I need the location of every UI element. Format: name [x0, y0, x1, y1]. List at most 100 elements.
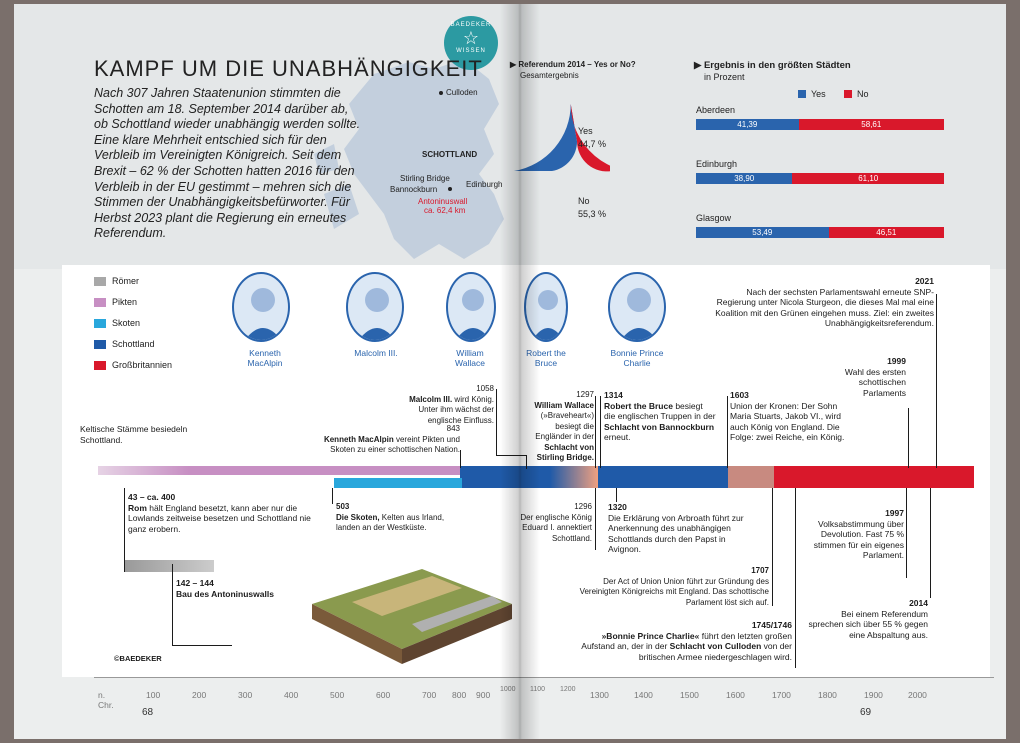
event-1058: 1058 Malcolm III. wird König. Unter ihm w…: [390, 384, 494, 426]
event-text: von der britischen Armee niedergeschlage…: [638, 641, 792, 662]
intro-text: Nach 307 Jahren Staatenunion stimmten di…: [94, 86, 361, 241]
leader-line: [496, 455, 526, 456]
event-bold: Rom: [128, 502, 147, 513]
axis-tick: 1300: [590, 690, 609, 700]
leader-line: [124, 488, 125, 572]
axis-tick: 1600: [726, 690, 745, 700]
axis-tick: 1800: [818, 690, 837, 700]
legend-item-schottland: Schottland: [94, 339, 172, 349]
event-text: vereint Pikten und Skoten zu einer schot…: [330, 434, 460, 455]
event-text: Der Act of Union Union führt zur Gründun…: [579, 576, 769, 607]
leader-line: [460, 450, 461, 468]
event-text: Union der Kronen: Der Sohn Maria Stuarts…: [730, 400, 845, 443]
axis-tick: 200: [192, 690, 207, 700]
event-text: führt den letzten großen Aufstand an, de…: [581, 630, 792, 652]
event-bold: Schlacht von Stirling Bridge.: [536, 442, 594, 463]
event-year: 1058: [476, 384, 494, 393]
event-1997: 1997 Volksabstimmung über Devolution. Fas…: [800, 508, 904, 561]
portrait-icon: [244, 288, 282, 340]
event-43: 43 – ca. 400 Rom hält England besetzt, ka…: [128, 492, 318, 534]
no-bar: 46,51: [828, 227, 944, 238]
cities-subtitle: in Prozent: [704, 72, 745, 82]
legend-swatch: [94, 297, 106, 307]
event-bold: Malcolm III.: [409, 394, 453, 404]
legend-swatch: [94, 276, 106, 286]
event-1707: 1707 Der Act of Union Union führt zur Grü…: [574, 566, 769, 608]
portrait-malcolm: [346, 272, 404, 342]
portrait-name: Malcolm III.: [354, 348, 398, 358]
axis-tick: 1400: [634, 690, 653, 700]
event-year: 1297: [576, 390, 594, 399]
baedeker-wissen-badge: BAEDEKER ☆ WISSEN: [444, 16, 498, 70]
leader-line: [936, 294, 937, 468]
segment-transition: [550, 466, 598, 488]
no-bar: 58,61: [798, 119, 944, 130]
leader-line: [332, 488, 333, 504]
event-year: 2014: [909, 598, 928, 608]
play-icon: ▶: [694, 60, 704, 71]
axis-tick: 500: [330, 690, 345, 700]
no-legend-label: No: [857, 89, 869, 99]
axis-tick: 400: [284, 690, 299, 700]
event-text: Bei einem Referendum sprechen sich über …: [808, 608, 928, 640]
portrait-name: William Wallace: [455, 348, 485, 368]
event-142: 142 – 144 Bau des Antoninuswalls: [176, 578, 296, 599]
leader-line: [906, 488, 907, 578]
event-bold: »Bonnie Prince Charlie«: [601, 630, 700, 641]
map-label-culloden: Culloden: [446, 88, 478, 97]
yes-label: Yes: [578, 126, 593, 136]
portrait-william-wallace: [446, 272, 496, 342]
axis-tick: 1700: [772, 690, 791, 700]
badge-top-text: BAEDEKER: [450, 22, 492, 28]
event-bold: Robert the Bruce: [604, 400, 673, 411]
event-year: 1997: [885, 508, 904, 518]
axis-tick: 800: [452, 690, 467, 700]
page-title: KAMPF UM DIE UNABHÄNGIGKEIT: [94, 56, 483, 81]
event-year: 1603: [730, 390, 749, 400]
map-label-schottland: SCHOTTLAND: [422, 150, 478, 159]
legend-swatch: [94, 360, 106, 370]
event-bold: Die Skoten,: [336, 512, 380, 522]
event-year: 1707: [751, 566, 769, 575]
leader-line: [727, 396, 728, 468]
map-label-antonine: Antoninuswall: [418, 197, 468, 206]
legend-label: Skoten: [112, 318, 141, 328]
legend-label: Schottland: [112, 339, 155, 349]
segment-skoten: [334, 478, 462, 488]
antonine-wall-illustration: [312, 569, 512, 664]
referendum-title-text: Referendum 2014 – Yes or No?: [518, 60, 636, 69]
city-bar-edinburgh: 38,90 61,10: [696, 173, 944, 184]
map-label-antonine-length: ca. 62,4 km: [424, 206, 466, 215]
segment-schottland-early: [460, 466, 550, 488]
legend-label: Pikten: [112, 297, 138, 307]
event-year: 2021: [915, 276, 934, 286]
cities-title: ▶ Ergebnis in den größten Städten: [694, 60, 851, 71]
portrait-name: Bonnie Prince Charlie: [610, 348, 664, 368]
pie-slice-yes: [514, 103, 578, 171]
top-band: [14, 4, 1006, 269]
legend-item-grossbritannien: Großbritannien: [94, 360, 172, 370]
event-text: Der englische König Eduard I. annektiert…: [520, 512, 592, 543]
legend-swatch: [94, 339, 106, 349]
book-gutter: [500, 4, 540, 739]
segment-roemer: [124, 560, 214, 572]
legend-swatch: [94, 318, 106, 328]
event-1320: 1320 Die Erklärung von Arbroath führt zur…: [608, 502, 758, 555]
scotland-map: [314, 59, 504, 259]
axis-tick: 2000: [908, 690, 927, 700]
leader-line: [496, 389, 497, 455]
event-year: 43 – ca. 400: [128, 492, 176, 502]
leader-line: [172, 645, 232, 646]
city-name-aberdeen: Aberdeen: [696, 105, 736, 115]
event-text: Nach der sechsten Parlamentswahl erneute…: [715, 286, 934, 329]
event-text: hält England besetzt, kann aber nur die …: [128, 502, 311, 534]
star-icon: ☆: [462, 28, 480, 48]
axis-line: [94, 677, 994, 678]
axis-tick: 100: [146, 690, 161, 700]
referendum-subtitle: Gesamtergebnis: [520, 71, 579, 80]
culloden-dot: [439, 91, 443, 95]
cities-title-text: Ergebnis in den größten Städten: [703, 60, 851, 71]
event-1999: 1999 Wahl des ersten schottischen Parlame…: [832, 356, 906, 398]
event-bold: Schlacht von Culloden: [669, 641, 762, 651]
event-kelten: Keltische Stämme besiedeln Schottland.: [80, 424, 188, 445]
